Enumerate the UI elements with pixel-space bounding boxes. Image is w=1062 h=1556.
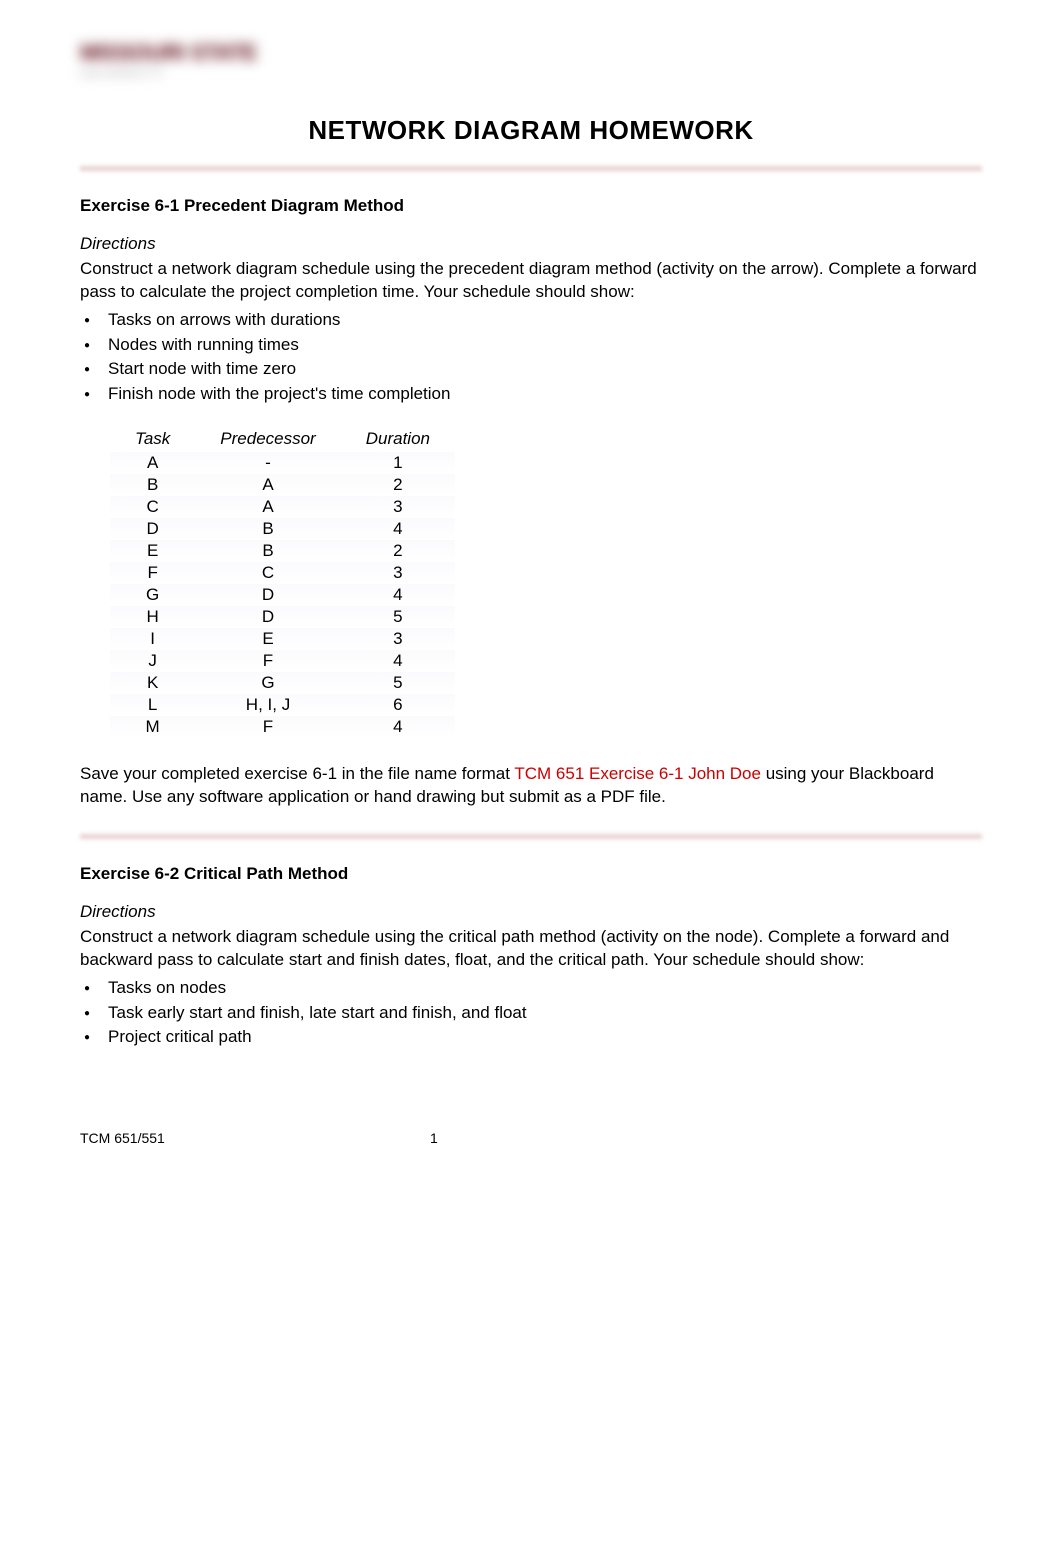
cell: L bbox=[110, 694, 195, 716]
bullet-item: Finish node with the project's time comp… bbox=[80, 382, 982, 407]
bullet-item: Start node with time zero bbox=[80, 357, 982, 382]
cell: 2 bbox=[341, 474, 455, 496]
cell: G bbox=[110, 584, 195, 606]
directions-label-62: Directions bbox=[80, 902, 982, 922]
table-header-row: Task Predecessor Duration bbox=[110, 426, 455, 452]
table-row: JF4 bbox=[110, 650, 455, 672]
exercise-62-bullets: Tasks on nodes Task early start and fini… bbox=[80, 976, 982, 1050]
exercise-62-intro: Construct a network diagram schedule usi… bbox=[80, 926, 982, 972]
divider-mid bbox=[80, 834, 982, 839]
table-row: CA3 bbox=[110, 496, 455, 518]
exercise-61-intro: Construct a network diagram schedule usi… bbox=[80, 258, 982, 304]
logo-area: MISSOURI STATE UNIVERSITY bbox=[80, 40, 280, 100]
cell: E bbox=[195, 628, 340, 650]
table-row: DB4 bbox=[110, 518, 455, 540]
col-task: Task bbox=[110, 426, 195, 452]
cell: 4 bbox=[341, 584, 455, 606]
cell: A bbox=[110, 452, 195, 474]
col-predecessor: Predecessor bbox=[195, 426, 340, 452]
table-row: LH, I, J6 bbox=[110, 694, 455, 716]
table-row: FC3 bbox=[110, 562, 455, 584]
cell: M bbox=[110, 716, 195, 738]
cell: H bbox=[110, 606, 195, 628]
cell: F bbox=[195, 650, 340, 672]
cell: D bbox=[195, 606, 340, 628]
cell: 5 bbox=[341, 672, 455, 694]
cell: C bbox=[195, 562, 340, 584]
cell: C bbox=[110, 496, 195, 518]
cell: 6 bbox=[341, 694, 455, 716]
table-row: KG5 bbox=[110, 672, 455, 694]
cell: H, I, J bbox=[195, 694, 340, 716]
table-row: HD5 bbox=[110, 606, 455, 628]
page-footer: TCM 651/551 1 bbox=[80, 1130, 982, 1146]
cell: 3 bbox=[341, 628, 455, 650]
cell: - bbox=[195, 452, 340, 474]
bullet-item: Project critical path bbox=[80, 1025, 982, 1050]
cell: 2 bbox=[341, 540, 455, 562]
cell: F bbox=[110, 562, 195, 584]
exercise-61-heading: Exercise 6-1 Precedent Diagram Method bbox=[80, 196, 982, 216]
col-duration: Duration bbox=[341, 426, 455, 452]
save-filename: TCM 651 Exercise 6-1 John Doe bbox=[514, 764, 761, 783]
cell: B bbox=[195, 540, 340, 562]
cell: 5 bbox=[341, 606, 455, 628]
bullet-item: Task early start and finish, late start … bbox=[80, 1001, 982, 1026]
cell: A bbox=[195, 496, 340, 518]
footer-course-code: TCM 651/551 bbox=[80, 1130, 430, 1146]
save-prefix: Save your completed exercise 6-1 in the … bbox=[80, 764, 514, 783]
task-table: Task Predecessor Duration A-1 BA2 CA3 DB… bbox=[110, 426, 455, 738]
exercise-62-heading: Exercise 6-2 Critical Path Method bbox=[80, 864, 982, 884]
document-title: NETWORK DIAGRAM HOMEWORK bbox=[80, 115, 982, 146]
cell: 4 bbox=[341, 650, 455, 672]
table-row: BA2 bbox=[110, 474, 455, 496]
table-row: GD4 bbox=[110, 584, 455, 606]
logo-sub-text: UNIVERSITY bbox=[80, 68, 280, 80]
logo-blur: MISSOURI STATE UNIVERSITY bbox=[80, 40, 280, 100]
cell: E bbox=[110, 540, 195, 562]
bullet-item: Tasks on arrows with durations bbox=[80, 308, 982, 333]
footer-page-number: 1 bbox=[430, 1130, 438, 1146]
table-row: EB2 bbox=[110, 540, 455, 562]
cell: D bbox=[110, 518, 195, 540]
save-instructions-61: Save your completed exercise 6-1 in the … bbox=[80, 763, 982, 809]
cell: B bbox=[110, 474, 195, 496]
cell: 3 bbox=[341, 496, 455, 518]
task-table-body: A-1 BA2 CA3 DB4 EB2 FC3 GD4 HD5 IE3 JF4 … bbox=[110, 452, 455, 738]
bullet-item: Tasks on nodes bbox=[80, 976, 982, 1001]
table-row: IE3 bbox=[110, 628, 455, 650]
cell: I bbox=[110, 628, 195, 650]
cell: 4 bbox=[341, 716, 455, 738]
cell: K bbox=[110, 672, 195, 694]
cell: D bbox=[195, 584, 340, 606]
bullet-item: Nodes with running times bbox=[80, 333, 982, 358]
table-row: MF4 bbox=[110, 716, 455, 738]
cell: J bbox=[110, 650, 195, 672]
cell: 3 bbox=[341, 562, 455, 584]
table-row: A-1 bbox=[110, 452, 455, 474]
exercise-61-bullets: Tasks on arrows with durations Nodes wit… bbox=[80, 308, 982, 407]
cell: 4 bbox=[341, 518, 455, 540]
cell: 1 bbox=[341, 452, 455, 474]
logo-main-text: MISSOURI STATE bbox=[80, 40, 280, 66]
cell: A bbox=[195, 474, 340, 496]
divider-top bbox=[80, 166, 982, 171]
directions-label-61: Directions bbox=[80, 234, 982, 254]
cell: F bbox=[195, 716, 340, 738]
cell: B bbox=[195, 518, 340, 540]
cell: G bbox=[195, 672, 340, 694]
